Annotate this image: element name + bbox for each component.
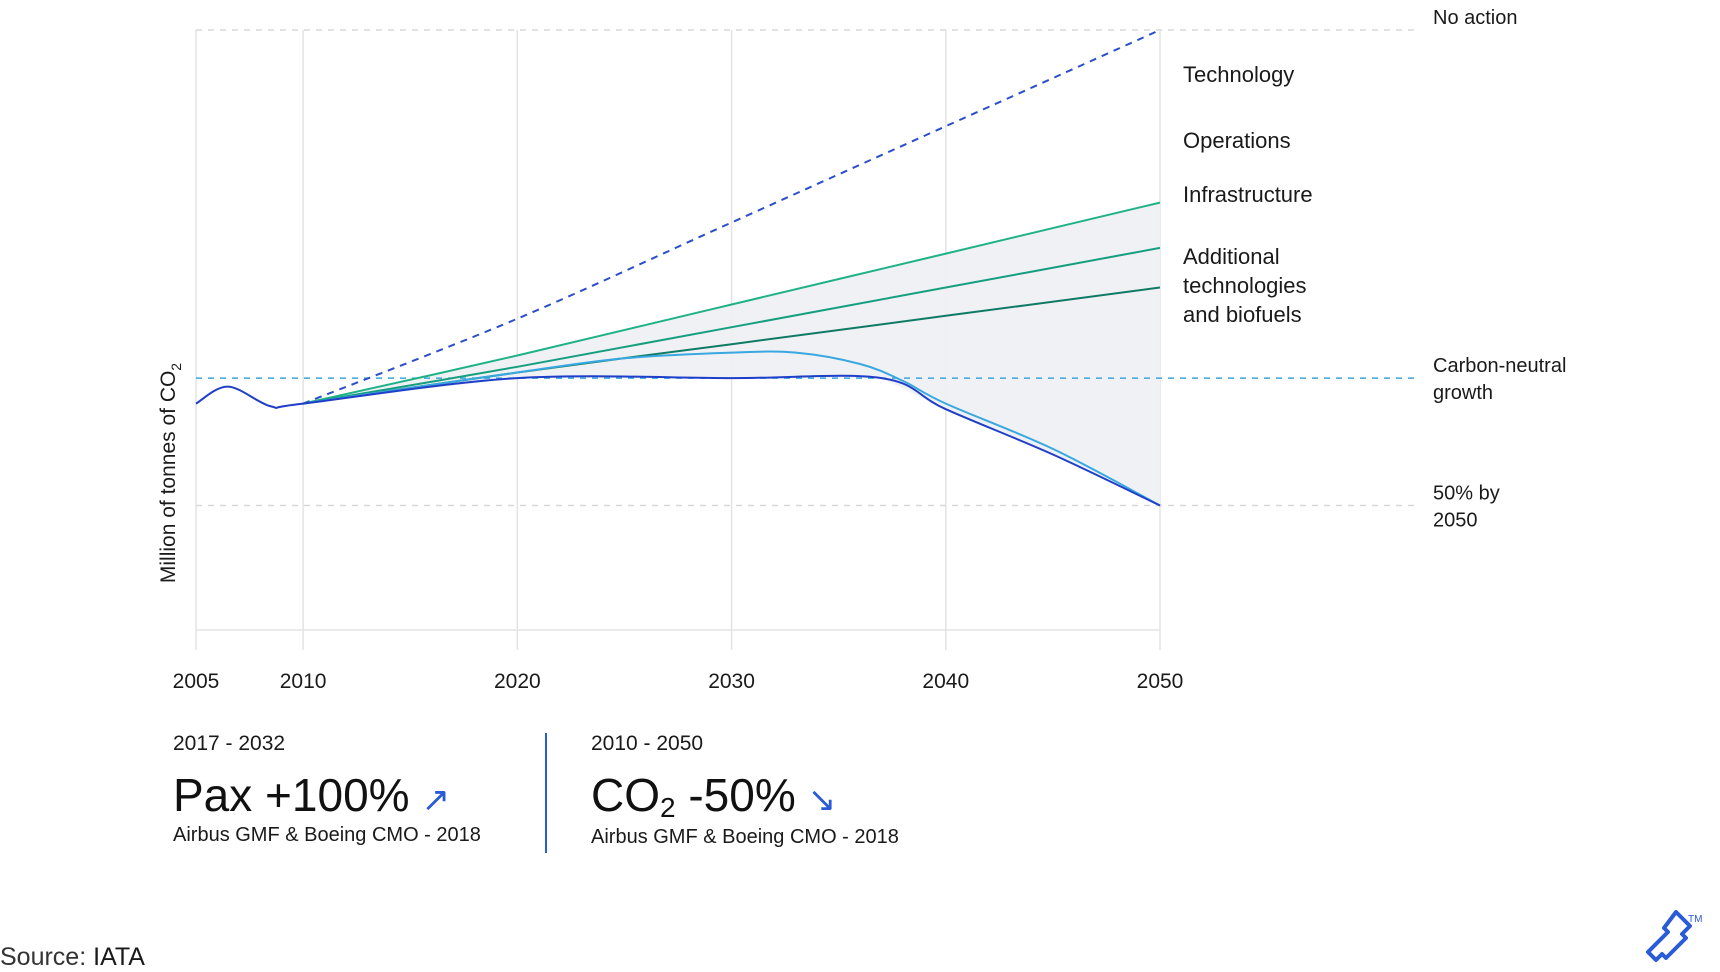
stat-pax: 2017 - 2032 Pax +100% ↗ Airbus GMF & Boei…: [173, 732, 481, 847]
source-label: Source:: [0, 943, 87, 971]
stat-period: 2017 - 2032: [173, 732, 286, 755]
series-line-operations: [302, 246, 1161, 405]
x-tick-2040: 2040: [922, 670, 969, 693]
series-line-no-action: [302, 29, 1161, 405]
y-axis-label: Million of tonnes of CO2: [157, 363, 184, 583]
reference-label: No action: [1433, 7, 1518, 29]
series-line-technology: [302, 201, 1161, 405]
toptal-logo-icon: TM: [1646, 910, 1702, 962]
stat-metric: CO2 -50% ↘: [591, 769, 837, 823]
series-label: Technology: [1183, 62, 1294, 87]
arrow-down-icon: ↘: [807, 781, 837, 819]
source-footer: Source: IATA: [0, 943, 145, 972]
stat-divider: [545, 733, 547, 853]
reference-label: 2050: [1433, 509, 1478, 531]
arrow-up-icon: ↗: [421, 781, 451, 819]
svg-text:TM: TM: [1688, 914, 1702, 925]
series-lines: [195, 29, 1161, 507]
x-tick-2005: 2005: [173, 670, 220, 693]
x-tick-2010: 2010: [280, 670, 327, 693]
series-label: Additional: [1183, 244, 1280, 269]
reduction-area: [303, 202, 1161, 506]
stat-source: Airbus GMF & Boeing CMO - 2018: [173, 824, 481, 846]
series-labels: Technology Operations Infrastructure Additi…: [1183, 62, 1313, 327]
series-line-carbon-neutral-growth: [195, 374, 1161, 507]
reference-label: Carbon-neutral: [1433, 355, 1566, 377]
emission-reduction-area: [303, 202, 1161, 506]
source-name: IATA: [93, 943, 145, 971]
stat-period: 2010 - 2050: [591, 732, 704, 755]
reference-label: growth: [1433, 382, 1493, 404]
series-label: Infrastructure: [1183, 182, 1313, 207]
x-tick-2030: 2030: [708, 670, 755, 693]
reference-label: 50% by: [1433, 482, 1500, 504]
series-label: and biofuels: [1183, 302, 1302, 327]
series-line-additional-technologies-and-biofuels: [302, 350, 1161, 507]
x-axis-ticks: 2005 2010 2020 2030 2040 2050: [173, 670, 1184, 693]
x-tick-2050: 2050: [1137, 670, 1184, 693]
x-tick-2020: 2020: [494, 670, 541, 693]
series-label: technologies: [1183, 273, 1307, 298]
series-label: Operations: [1183, 128, 1291, 153]
stat-co2: 2010 - 2050 CO2 -50% ↘ Airbus GMF & Boein…: [591, 732, 899, 849]
stat-source: Airbus GMF & Boeing CMO - 2018: [591, 826, 899, 848]
stat-metric: Pax +100% ↗: [173, 769, 451, 821]
reference-lines: No action Carbon-neutral growth 50% by 2050: [196, 7, 1566, 531]
